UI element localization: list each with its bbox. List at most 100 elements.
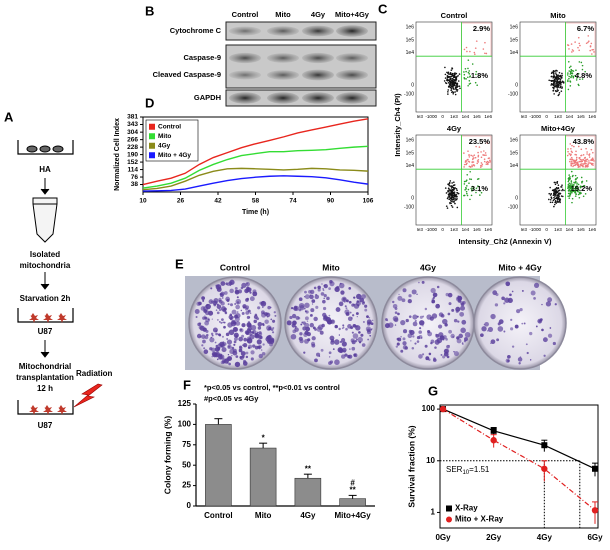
colony	[233, 343, 236, 346]
event-dot	[561, 184, 563, 187]
colony	[392, 300, 395, 304]
colony	[249, 291, 252, 294]
colony	[228, 331, 230, 333]
colony	[329, 280, 333, 284]
event-dot	[570, 43, 573, 45]
event-dot	[449, 86, 452, 89]
colony	[301, 321, 304, 324]
colony	[309, 294, 312, 296]
event-dot	[581, 68, 584, 71]
colony	[246, 322, 252, 328]
flow-x-tick: 1e3	[554, 227, 562, 232]
colony	[294, 327, 299, 332]
event-dot	[463, 73, 466, 76]
colony	[490, 342, 492, 344]
event-dot	[569, 176, 571, 178]
event-dot	[572, 185, 575, 187]
event-dot	[577, 145, 580, 148]
event-dot	[550, 83, 553, 85]
event-dot	[579, 185, 582, 188]
colony	[233, 340, 237, 344]
colony	[305, 326, 311, 332]
event-dot	[463, 180, 466, 183]
dish-label: Mito + 4Gy	[498, 262, 541, 272]
event-dot	[455, 187, 458, 190]
event-dot	[468, 154, 471, 156]
colony	[352, 323, 357, 328]
colony	[334, 359, 340, 366]
significance: #	[350, 479, 355, 488]
event-dot	[559, 85, 562, 87]
legend-label: Mito	[158, 133, 171, 140]
colony	[220, 281, 226, 286]
colony	[434, 346, 437, 349]
flow-x-label: Intensity_Ch2 (Annexin V)	[459, 237, 552, 246]
colony	[249, 330, 253, 334]
event-dot	[451, 79, 454, 82]
flow-y-tick: 1e5	[406, 150, 415, 156]
colony	[351, 331, 354, 334]
colony	[407, 298, 412, 304]
colony	[211, 351, 217, 357]
event-dot	[571, 197, 574, 200]
event-dot	[479, 190, 481, 192]
colony	[323, 297, 326, 300]
flow-y-tick: 1e4	[406, 163, 415, 169]
event-dot	[477, 154, 480, 157]
event-dot	[450, 197, 452, 200]
colony	[236, 296, 239, 299]
colony	[353, 296, 356, 299]
event-dot	[569, 190, 572, 193]
colony	[246, 338, 253, 344]
colony	[419, 327, 422, 330]
event-dot	[484, 52, 486, 55]
colony	[452, 336, 455, 338]
event-dot	[553, 181, 556, 184]
colony	[219, 354, 225, 360]
event-dot	[463, 48, 466, 51]
percent-upper: 23.5%	[469, 137, 491, 146]
event-dot	[572, 174, 574, 177]
event-dot	[466, 50, 468, 53]
colony	[241, 334, 245, 338]
event-dot	[448, 85, 450, 87]
event-dot	[570, 74, 573, 77]
event-dot	[466, 194, 469, 197]
colony	[402, 345, 408, 350]
colony	[357, 304, 360, 307]
lane-label: Control	[232, 10, 259, 19]
series-line	[442, 408, 596, 470]
colony	[395, 345, 398, 348]
colony	[209, 347, 213, 351]
event-dot	[446, 207, 449, 209]
colony	[253, 319, 257, 324]
event-dot	[589, 162, 591, 164]
colony	[439, 335, 444, 339]
colony	[541, 328, 544, 332]
flow-x-tick: 1e6	[588, 114, 596, 119]
event-dot	[454, 194, 456, 196]
colony	[554, 303, 557, 306]
colony	[250, 350, 255, 355]
colony	[412, 335, 415, 338]
y-axis-label: Survival fraction (%)	[406, 425, 416, 507]
colony	[215, 344, 218, 348]
colony	[222, 360, 226, 364]
colony	[245, 355, 249, 359]
colony	[295, 315, 300, 320]
colony	[320, 348, 324, 352]
colony	[310, 308, 315, 313]
colony	[347, 324, 352, 329]
event-dot	[448, 79, 450, 81]
event-dot	[452, 74, 455, 77]
event-dot	[558, 195, 560, 197]
colony	[216, 318, 219, 321]
event-dot	[571, 201, 573, 204]
event-dot	[484, 152, 487, 154]
event-dot	[553, 93, 555, 95]
colony	[419, 315, 423, 319]
colony	[286, 320, 292, 326]
colony	[210, 336, 213, 339]
flow-x-tick: 0	[545, 114, 548, 119]
x-tick-label: Mito+4Gy	[335, 511, 372, 520]
